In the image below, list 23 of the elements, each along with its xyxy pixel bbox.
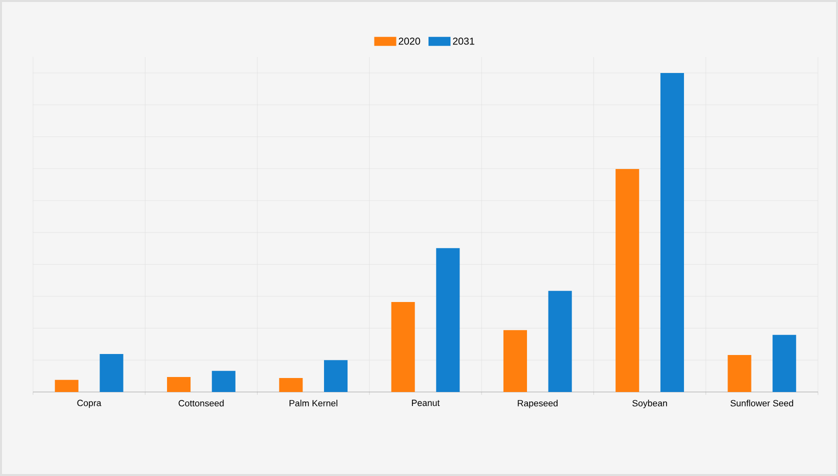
bar: [660, 72, 684, 392]
x-tick-label: Sunflower Seed: [730, 400, 794, 406]
bar: [391, 302, 415, 392]
bar: [212, 370, 236, 392]
bar: [728, 354, 752, 392]
legend-label: 2020: [398, 38, 420, 45]
bar: [167, 376, 191, 392]
bar: [548, 290, 572, 392]
x-tick-label: Rapeseed: [518, 400, 558, 408]
bar: [54, 380, 78, 392]
bar: [324, 360, 348, 392]
x-tick-label: Cottonseed: [178, 400, 224, 406]
bar: [279, 378, 303, 392]
bar: [436, 248, 460, 392]
x-tick-label: Soybean: [632, 400, 667, 408]
bar: [616, 168, 640, 392]
x-tick-label: Peanut: [412, 400, 440, 406]
bar: [503, 330, 527, 392]
x-tick-label: Copra: [77, 400, 102, 408]
bar: [100, 354, 124, 392]
bar: [772, 334, 796, 392]
legend-label: 2031: [453, 38, 474, 45]
x-tick-label: Palm Kernel: [290, 400, 338, 406]
